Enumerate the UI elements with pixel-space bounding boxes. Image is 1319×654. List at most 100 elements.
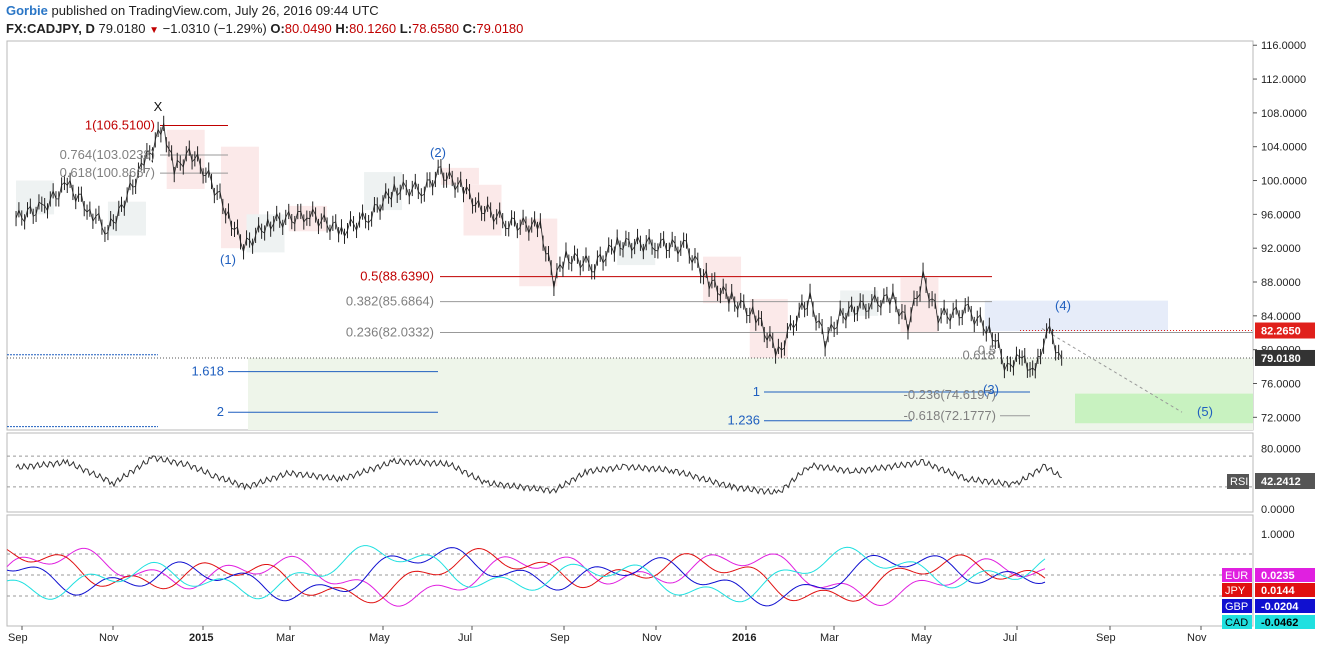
axes: 116.0000 112.0000 108.0000 104.0000 100.0000… xyxy=(8,40,1315,644)
time-tick-label: Sep xyxy=(8,632,28,644)
cs-value-bg-gbp xyxy=(1255,599,1315,613)
cs-line-eur xyxy=(6,547,1046,607)
time-tick-label: May xyxy=(911,632,932,644)
target-price-tag-bg xyxy=(1255,322,1315,339)
cs-value-bg-eur xyxy=(1255,568,1315,582)
price-tick-label: 76.0000 xyxy=(1261,378,1301,390)
cs-name-bg-eur xyxy=(1222,568,1252,582)
symbol-header: FX:CADJPY, D 79.0180 ▼ −1.0310 (−1.29%) … xyxy=(6,21,523,36)
zone-box-2 xyxy=(166,129,205,189)
wave-label: (4) xyxy=(1055,298,1071,313)
fib-label: 0.764(103.0238) xyxy=(60,147,155,162)
fib-label: 2 xyxy=(217,404,224,419)
cs-name-bg-jpy xyxy=(1222,583,1252,597)
zone-box-1 xyxy=(107,201,146,236)
rsi-name: RSI xyxy=(1230,476,1248,488)
cs-value-eur: 0.0235 xyxy=(1261,570,1295,582)
symbol-name: FX:CADJPY, D xyxy=(6,21,95,36)
wave-label: (5) xyxy=(1197,404,1213,419)
zone-box-9 xyxy=(519,218,558,287)
cs-name-gbp: GBP xyxy=(1225,601,1248,613)
time-tick-label: Mar xyxy=(276,632,295,644)
price-line xyxy=(15,123,1063,372)
time-tick-label: Nov xyxy=(99,632,119,644)
cs-value-jpy: 0.0144 xyxy=(1261,585,1296,597)
cs-value-cad: -0.0462 xyxy=(1261,617,1298,629)
wave5-zone xyxy=(1075,393,1253,424)
time-tick-label: Nov xyxy=(1187,632,1207,644)
rsi-line xyxy=(15,455,1062,496)
rsi-value-tag-bg xyxy=(1255,473,1315,489)
wave-label: (3) xyxy=(983,382,999,397)
close-label: C: xyxy=(462,21,477,36)
price-tick-label: 108.0000 xyxy=(1261,108,1307,120)
cs-value-gbp: -0.0204 xyxy=(1261,601,1299,613)
cs-tick-label: 1.0000 xyxy=(1261,529,1295,541)
fib-label: -0.236(74.6197) xyxy=(903,387,996,402)
chart-frames xyxy=(6,40,1254,627)
annotations: 1(106.5100) 0.764(103.0238) 0.618(100.8667… xyxy=(60,99,1213,428)
fib-label: 1(106.5100) xyxy=(85,117,155,132)
high-label: H: xyxy=(335,21,350,36)
down-triangle-icon: ▼ xyxy=(149,25,160,36)
time-tick-label: Jul xyxy=(458,632,472,644)
open-label: O: xyxy=(270,21,285,36)
cs-value-bg-jpy xyxy=(1255,583,1315,597)
wave-label: X xyxy=(154,99,163,114)
cs-line-gbp xyxy=(6,547,1046,607)
current-price-tag-bg xyxy=(1255,349,1315,366)
zone-box-0 xyxy=(16,180,55,215)
author-link[interactable]: Gorbie xyxy=(6,3,48,18)
last-price: 79.0180 xyxy=(98,21,146,36)
time-tick-label: Sep xyxy=(550,632,570,644)
cs-line-cad xyxy=(6,545,1046,603)
pane-frame-1 xyxy=(6,432,1254,513)
cs-name-cad: CAD xyxy=(1225,617,1248,629)
currency-strength-pane xyxy=(6,545,1253,607)
low-label: L: xyxy=(399,21,413,36)
low-value: 78.6580 xyxy=(412,21,460,36)
time-tick-label: May xyxy=(369,632,390,644)
zone-box-7 xyxy=(440,167,479,185)
rsi-value-tag: 42.2412 xyxy=(1261,476,1301,488)
published-text: published on TradingView.com, July 26, 2… xyxy=(51,3,379,18)
fib-label: 0.5 xyxy=(978,343,996,358)
zone-box-13 xyxy=(840,290,879,316)
target-price-tag: 82.2650 xyxy=(1261,326,1301,338)
time-tick-label: 2016 xyxy=(732,632,756,644)
high-value: 80.1260 xyxy=(349,21,397,36)
price-tick-label: 72.0000 xyxy=(1261,412,1301,424)
open-value: 80.0490 xyxy=(284,21,332,36)
wave-label: (2) xyxy=(430,145,446,160)
zone-box-14 xyxy=(900,277,939,333)
price-tick-label: 84.0000 xyxy=(1261,311,1301,323)
cs-name-bg-gbp xyxy=(1222,599,1252,613)
rsi-pane xyxy=(7,455,1253,496)
price-tick-label: 116.0000 xyxy=(1261,40,1306,52)
fib-label: 0.236(82.0332) xyxy=(346,324,434,339)
close-value: 79.0180 xyxy=(476,21,524,36)
price-change: −1.0310 (−1.29%) xyxy=(162,21,267,36)
price-tick-label: 100.0000 xyxy=(1261,176,1307,188)
cs-name-jpy: JPY xyxy=(1225,585,1246,597)
wave4-zone xyxy=(984,300,1168,332)
fib-lines xyxy=(7,124,1253,428)
zone-box-10 xyxy=(617,242,656,266)
time-tick-label: Sep xyxy=(1096,632,1116,644)
cs-name-eur: EUR xyxy=(1225,570,1248,582)
fib-label: 0.5(88.6390) xyxy=(360,269,434,284)
publish-header: Gorbie published on TradingView.com, Jul… xyxy=(6,3,379,18)
rsi-name-bg xyxy=(1227,474,1249,489)
fib-label: 1.236 xyxy=(727,413,760,428)
fib-label: 0.382(85.6864) xyxy=(346,294,434,309)
fib-label: 1.618 xyxy=(191,364,224,379)
fib-label: 0.618(100.8667) xyxy=(60,165,155,180)
price-tick-label: 96.0000 xyxy=(1261,209,1301,221)
cs-name-bg-cad xyxy=(1222,615,1252,629)
price-tick-label: 112.0000 xyxy=(1261,74,1306,86)
wave-label: (1) xyxy=(220,252,236,267)
price-tick-label: 104.0000 xyxy=(1261,142,1307,154)
price-tick-label: 88.0000 xyxy=(1261,277,1301,289)
cs-value-bg-cad xyxy=(1255,615,1315,629)
